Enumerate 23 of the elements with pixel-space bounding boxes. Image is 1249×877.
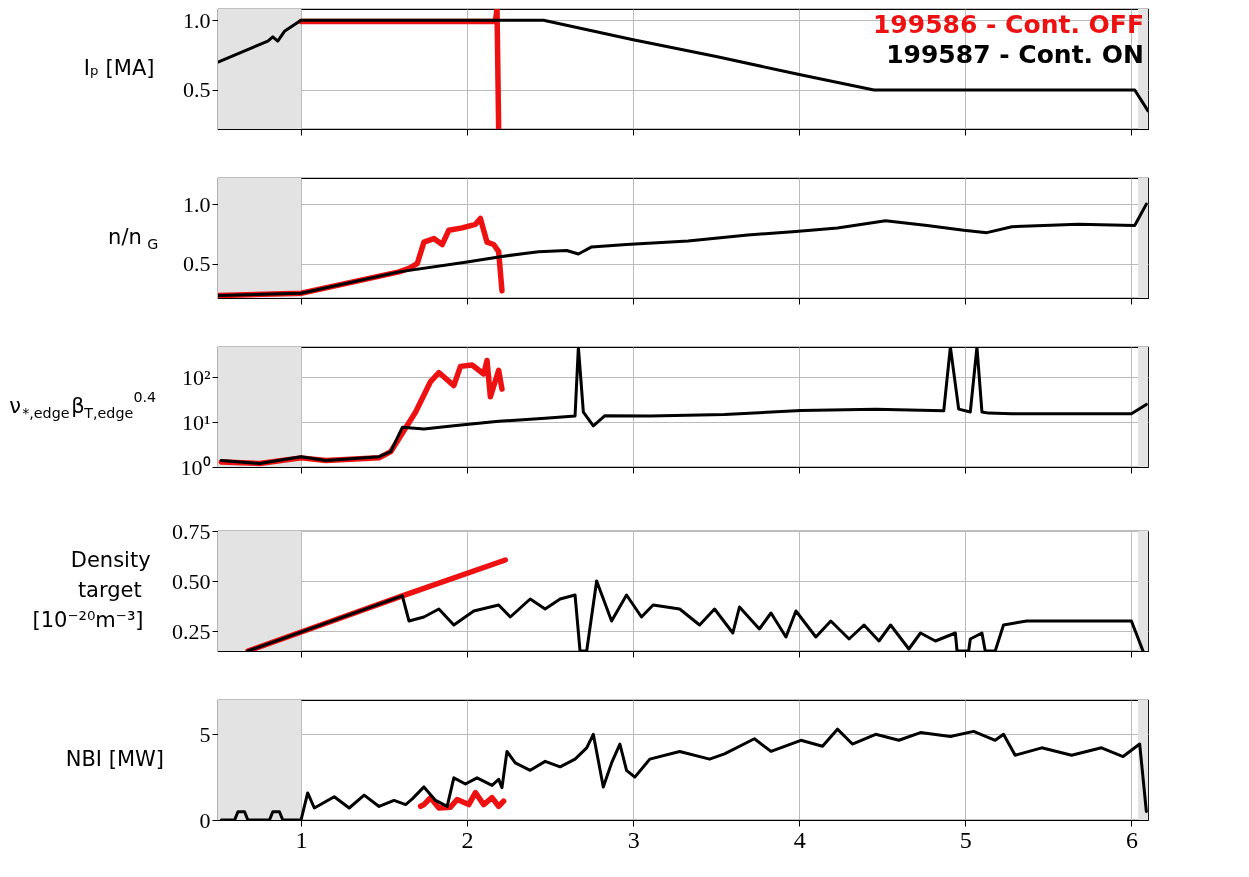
y-tick-label: 0.50 [172,568,211,594]
y-tick-label: 0.25 [172,618,211,644]
text: 199586 - Cont. OFF [872,10,1144,39]
x-tick-label: 1 [295,826,308,853]
x-tick-label: 3 [627,826,640,853]
x-tick-label: 6 [1125,826,1138,853]
y-tick-label: 10¹ [181,409,211,435]
x-tick-label: 2 [461,826,474,853]
y-tick-label: 10⁰ [180,454,211,480]
series-label: 199587 - Cont. ON [886,40,1144,69]
y-axis-title: Density target [10⁻²⁰m⁻³] [32,548,151,632]
y-axis-title: NBI [MW] [65,747,164,771]
x-tick-label: 5 [959,826,972,853]
y-tick-label: 10² [181,364,211,390]
y-tick-label: 0.5 [183,251,211,277]
x-tick-label: 4 [793,826,806,853]
y-tick-label: 0 [199,807,211,833]
y-tick-label: 1.0 [183,7,211,33]
y-tick-label: 1.0 [183,191,211,217]
y-tick-label: 0.75 [172,518,211,544]
y-tick-label: 0.5 [183,77,211,103]
y-axis-title: Iₚ [MA] [83,56,155,80]
y-tick-label: 5 [199,721,211,747]
